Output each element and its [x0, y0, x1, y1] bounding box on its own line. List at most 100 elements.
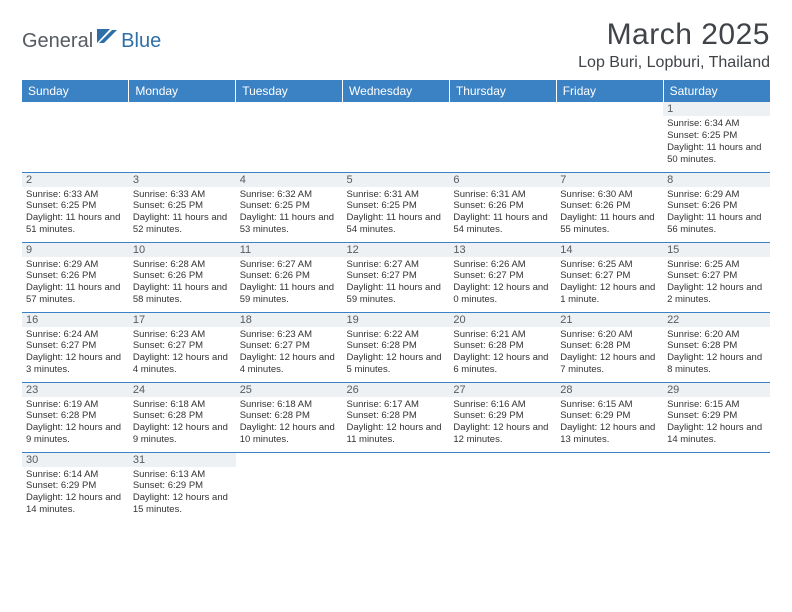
calendar-cell: 16Sunrise: 6:24 AMSunset: 6:27 PMDayligh… [22, 312, 129, 382]
day-details: Sunrise: 6:32 AMSunset: 6:25 PMDaylight:… [240, 189, 339, 237]
day-number: 31 [129, 453, 236, 467]
day-number: 30 [22, 453, 129, 467]
calendar-cell [22, 102, 129, 172]
calendar-cell: 4 Sunrise: 6:32 AMSunset: 6:25 PMDaylight… [236, 172, 343, 242]
dow-header: Saturday [663, 80, 770, 102]
day-details: Sunrise: 6:18 AMSunset: 6:28 PMDaylight:… [240, 399, 339, 447]
day-details: Sunrise: 6:23 AMSunset: 6:27 PMDaylight:… [133, 329, 232, 377]
day-details: Sunrise: 6:22 AMSunset: 6:28 PMDaylight:… [347, 329, 446, 377]
calendar-cell: 6 Sunrise: 6:31 AMSunset: 6:26 PMDaylight… [449, 172, 556, 242]
calendar-body: 1 Sunrise: 6:34 AMSunset: 6:25 PMDaylight… [22, 102, 770, 522]
header: General Blue March 2025 Lop Buri, Lopbur… [22, 18, 770, 72]
calendar-cell: 25 Sunrise: 6:18 AMSunset: 6:28 PMDayligh… [236, 382, 343, 452]
calendar-cell: 15 Sunrise: 6:25 AMSunset: 6:27 PMDayligh… [663, 242, 770, 312]
calendar-cell: 3 Sunrise: 6:33 AMSunset: 6:25 PMDaylight… [129, 172, 236, 242]
day-number: 19 [343, 313, 450, 327]
day-details: Sunrise: 6:15 AMSunset: 6:29 PMDaylight:… [667, 399, 766, 447]
dow-header: Thursday [449, 80, 556, 102]
calendar-cell [449, 102, 556, 172]
day-details: Sunrise: 6:29 AMSunset: 6:26 PMDaylight:… [667, 189, 766, 237]
dow-header: Monday [129, 80, 236, 102]
calendar-cell [343, 452, 450, 522]
calendar-cell: 29 Sunrise: 6:15 AMSunset: 6:29 PMDayligh… [663, 382, 770, 452]
calendar-cell [236, 102, 343, 172]
day-details: Sunrise: 6:25 AMSunset: 6:27 PMDaylight:… [560, 259, 659, 307]
day-details: Sunrise: 6:30 AMSunset: 6:26 PMDaylight:… [560, 189, 659, 237]
day-details: Sunrise: 6:29 AMSunset: 6:26 PMDaylight:… [26, 259, 125, 307]
day-details: Sunrise: 6:23 AMSunset: 6:27 PMDaylight:… [240, 329, 339, 377]
day-number: 29 [663, 383, 770, 397]
calendar-cell: 27Sunrise: 6:16 AMSunset: 6:29 PMDayligh… [449, 382, 556, 452]
month-title: March 2025 [578, 18, 770, 52]
calendar-cell: 19 Sunrise: 6:22 AMSunset: 6:28 PMDayligh… [343, 312, 450, 382]
day-details: Sunrise: 6:31 AMSunset: 6:26 PMDaylight:… [453, 189, 552, 237]
day-number: 2 [22, 173, 129, 187]
day-number: 3 [129, 173, 236, 187]
calendar-cell [663, 452, 770, 522]
day-details: Sunrise: 6:33 AMSunset: 6:25 PMDaylight:… [133, 189, 232, 237]
day-details: Sunrise: 6:24 AMSunset: 6:27 PMDaylight:… [26, 329, 125, 377]
day-details: Sunrise: 6:27 AMSunset: 6:27 PMDaylight:… [347, 259, 446, 307]
calendar-cell: 11Sunrise: 6:27 AMSunset: 6:26 PMDayligh… [236, 242, 343, 312]
day-details: Sunrise: 6:27 AMSunset: 6:26 PMDaylight:… [240, 259, 339, 307]
day-number: 4 [236, 173, 343, 187]
calendar-cell: 7 Sunrise: 6:30 AMSunset: 6:26 PMDaylight… [556, 172, 663, 242]
brand-part2: Blue [121, 30, 161, 53]
calendar-cell: 1 Sunrise: 6:34 AMSunset: 6:25 PMDaylight… [663, 102, 770, 172]
calendar-cell: 30 Sunrise: 6:14 AMSunset: 6:29 PMDayligh… [22, 452, 129, 522]
day-number: 25 [236, 383, 343, 397]
day-number: 6 [449, 173, 556, 187]
calendar-head: SundayMondayTuesdayWednesdayThursdayFrid… [22, 80, 770, 102]
calendar-cell: 12 Sunrise: 6:27 AMSunset: 6:27 PMDayligh… [343, 242, 450, 312]
calendar-cell: 2 Sunrise: 6:33 AMSunset: 6:25 PMDaylight… [22, 172, 129, 242]
calendar-cell [556, 452, 663, 522]
calendar-cell: 23Sunrise: 6:19 AMSunset: 6:28 PMDayligh… [22, 382, 129, 452]
brand-part1: General [22, 30, 93, 53]
day-details: Sunrise: 6:20 AMSunset: 6:28 PMDaylight:… [667, 329, 766, 377]
day-details: Sunrise: 6:20 AMSunset: 6:28 PMDaylight:… [560, 329, 659, 377]
page-heading: March 2025 Lop Buri, Lopburi, Thailand [578, 18, 770, 72]
calendar-cell: 18Sunrise: 6:23 AMSunset: 6:27 PMDayligh… [236, 312, 343, 382]
dow-header: Tuesday [236, 80, 343, 102]
day-number: 17 [129, 313, 236, 327]
calendar-cell: 8Sunrise: 6:29 AMSunset: 6:26 PMDaylight… [663, 172, 770, 242]
calendar-cell: 31 Sunrise: 6:13 AMSunset: 6:29 PMDayligh… [129, 452, 236, 522]
day-details: Sunrise: 6:26 AMSunset: 6:27 PMDaylight:… [453, 259, 552, 307]
day-details: Sunrise: 6:14 AMSunset: 6:29 PMDaylight:… [26, 469, 125, 517]
day-details: Sunrise: 6:33 AMSunset: 6:25 PMDaylight:… [26, 189, 125, 237]
flag-icon [96, 28, 118, 49]
day-number: 12 [343, 243, 450, 257]
day-number: 7 [556, 173, 663, 187]
day-number: 15 [663, 243, 770, 257]
calendar-cell [449, 452, 556, 522]
day-details: Sunrise: 6:34 AMSunset: 6:25 PMDaylight:… [667, 118, 766, 166]
calendar-cell: 5Sunrise: 6:31 AMSunset: 6:25 PMDaylight… [343, 172, 450, 242]
day-details: Sunrise: 6:15 AMSunset: 6:29 PMDaylight:… [560, 399, 659, 447]
day-number: 28 [556, 383, 663, 397]
day-number: 21 [556, 313, 663, 327]
day-number: 23 [22, 383, 129, 397]
calendar-cell: 28 Sunrise: 6:15 AMSunset: 6:29 PMDayligh… [556, 382, 663, 452]
day-details: Sunrise: 6:25 AMSunset: 6:27 PMDaylight:… [667, 259, 766, 307]
calendar-cell [236, 452, 343, 522]
brand-logo: General Blue [22, 18, 161, 55]
calendar-cell [129, 102, 236, 172]
calendar-cell: 9 Sunrise: 6:29 AMSunset: 6:26 PMDaylight… [22, 242, 129, 312]
calendar-cell: 13Sunrise: 6:26 AMSunset: 6:27 PMDayligh… [449, 242, 556, 312]
day-number: 1 [663, 102, 770, 116]
day-details: Sunrise: 6:16 AMSunset: 6:29 PMDaylight:… [453, 399, 552, 447]
day-number: 9 [22, 243, 129, 257]
day-number: 14 [556, 243, 663, 257]
calendar-cell: 21 Sunrise: 6:20 AMSunset: 6:28 PMDayligh… [556, 312, 663, 382]
calendar-cell: 14 Sunrise: 6:25 AMSunset: 6:27 PMDayligh… [556, 242, 663, 312]
day-number: 24 [129, 383, 236, 397]
day-number: 22 [663, 313, 770, 327]
calendar-cell: 24 Sunrise: 6:18 AMSunset: 6:28 PMDayligh… [129, 382, 236, 452]
day-details: Sunrise: 6:13 AMSunset: 6:29 PMDaylight:… [133, 469, 232, 517]
dow-header: Wednesday [343, 80, 450, 102]
day-number: 5 [343, 173, 450, 187]
day-details: Sunrise: 6:18 AMSunset: 6:28 PMDaylight:… [133, 399, 232, 447]
day-details: Sunrise: 6:17 AMSunset: 6:28 PMDaylight:… [347, 399, 446, 447]
day-details: Sunrise: 6:28 AMSunset: 6:26 PMDaylight:… [133, 259, 232, 307]
calendar-cell: 17 Sunrise: 6:23 AMSunset: 6:27 PMDayligh… [129, 312, 236, 382]
